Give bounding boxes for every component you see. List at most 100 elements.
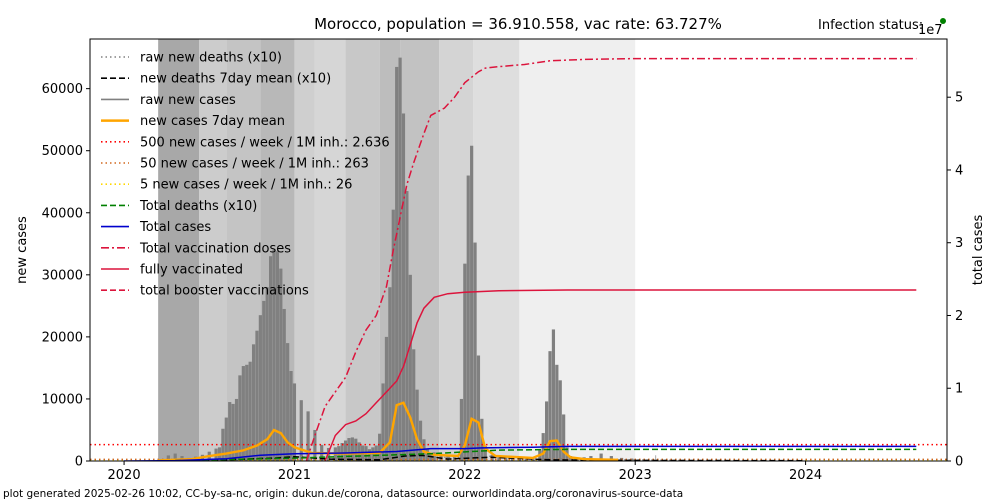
new-cases-bar-64: [425, 448, 429, 461]
x-tick-label-0: 2020: [108, 468, 141, 483]
y-left-tick-label-1: 10000: [42, 392, 83, 407]
new-cases-bar-21: [258, 315, 262, 461]
new-cases-bar-18: [248, 361, 252, 461]
new-cases-bar-58: [405, 191, 409, 461]
new-cases-bar-29: [286, 343, 290, 461]
new-cases-bar-39: [340, 443, 344, 461]
new-cases-bar-1: [166, 455, 170, 461]
legend-label-7: Total deaths (x10): [139, 199, 257, 214]
legend: raw new deaths (x10) new deaths 7day mean…: [101, 51, 390, 299]
new-cases-bar-91: [558, 380, 562, 461]
new-cases-bar-83: [524, 458, 528, 461]
y-left-tick-label-4: 40000: [42, 206, 83, 221]
axes: 2020 2021 2022 2023 2024 0 10000 20000 30000 4000…: [42, 82, 964, 483]
new-cases-bar-81: [510, 457, 515, 461]
fully-vaccinated-line: [324, 289, 917, 461]
y-left-tick-label-3: 30000: [42, 268, 83, 283]
new-cases-bar-62: [418, 420, 423, 461]
new-cases-bar-50: [378, 433, 382, 461]
total-cases-line: [124, 445, 917, 461]
legend-label-3: new cases 7day mean: [140, 114, 285, 129]
new-cases-bar-27: [279, 268, 283, 461]
new-cases-bar-23: [265, 287, 269, 461]
legend-label-6: 5 new cases / week / 1M inh.: 26: [140, 178, 352, 193]
new-cases-bar-15: [238, 375, 242, 461]
x-tick-label-1: 2021: [278, 468, 311, 483]
y-right-tick-label-2: 2: [955, 309, 963, 324]
new-cases-bar-72: [466, 175, 470, 461]
new-cases-bar-36: [326, 447, 331, 461]
new-cases-bar-13: [231, 403, 235, 461]
new-cases-bar-17: [245, 364, 249, 461]
scale-note: 1e7: [918, 23, 943, 38]
legend-label-5: 50 new cases / week / 1M inh.: 263: [140, 157, 369, 172]
new-cases-bar-73: [470, 145, 474, 461]
infection-band-7: [379, 39, 401, 461]
y-left-tick-label-0: 0: [75, 455, 83, 470]
new-cases-bar-43: [354, 438, 358, 461]
new-cases-bar-12: [228, 402, 232, 461]
new-cases-bar-2: [173, 453, 177, 461]
legend-label-4: 500 new cases / week / 1M inh.: 2.636: [140, 135, 390, 150]
new-deaths-7day-line: [158, 454, 806, 461]
infection-status-label: Infection status:: [818, 18, 923, 33]
x-tick-label-3: 2023: [619, 468, 652, 483]
legend-label-1: new deaths 7day mean (x10): [140, 72, 331, 87]
y-right-tick-label-1: 1: [955, 382, 963, 397]
new-cases-bar-11: [224, 417, 228, 461]
new-cases-bar-56: [398, 57, 402, 461]
y-left-tick-label-6: 60000: [42, 82, 83, 97]
new-cases-bar-94: [568, 456, 573, 461]
legend-label-0: raw new deaths (x10): [140, 51, 282, 66]
new-cases-bar-55: [395, 66, 399, 461]
y-axis-label-left: new cases: [15, 216, 30, 284]
new-cases-bar-26: [275, 251, 280, 461]
new-cases-bar-25: [272, 250, 276, 461]
new-cases-bar-34: [313, 429, 317, 461]
y-right-tick-label-5: 5: [955, 91, 963, 106]
y-right-tick-label-4: 4: [955, 163, 963, 178]
new-cases-bar-19: [251, 344, 256, 461]
new-cases-bar-101: [630, 458, 634, 461]
infection-status-dot: [940, 18, 946, 24]
new-cases-bar-60: [412, 349, 416, 461]
new-cases-bar-42: [350, 437, 354, 461]
new-cases-bar-24: [269, 256, 273, 461]
new-cases-bar-22: [262, 300, 266, 461]
legend-label-10: fully vaccinated: [140, 263, 243, 278]
new-cases-bar-53: [388, 287, 392, 461]
new-cases-bar-10: [221, 428, 225, 461]
new-cases-bar-54: [391, 209, 395, 461]
infection-band-5: [314, 39, 346, 461]
new-cases-bar-98: [599, 453, 603, 461]
new-cases-bar-88: [548, 351, 552, 461]
new-cases-bar-51: [381, 383, 385, 461]
new-cases-bar-59: [408, 274, 412, 461]
legend-label-8: Total cases: [139, 220, 211, 235]
new-cases-bar-74: [473, 242, 477, 461]
infection-band-11: [519, 39, 636, 461]
y-left-tick-label-5: 50000: [42, 144, 83, 159]
footer-note: plot generated 2025-02-26 10:02, CC-by-s…: [3, 488, 683, 500]
new-cases-bar-80: [504, 457, 508, 461]
x-tick-label-4: 2024: [789, 468, 822, 483]
legend-label-11: total booster vaccinations: [140, 284, 309, 299]
new-cases-bar-77: [483, 446, 487, 461]
chart-title: Morocco, population = 36.910.558, vac ra…: [314, 15, 722, 33]
new-cases-bar-70: [459, 398, 464, 461]
infection-band-10: [473, 39, 520, 461]
new-cases-bar-75: [476, 355, 481, 461]
new-cases-bar-44: [357, 442, 361, 461]
infection-band-1: [199, 39, 227, 461]
new-cases-bar-66: [432, 452, 436, 461]
new-cases-bar-84: [531, 457, 535, 461]
new-cases-bar-82: [517, 457, 521, 461]
total-vaccination-doses-line: [305, 57, 917, 461]
new-cases-bar-79: [497, 456, 501, 461]
new-cases-bar-57: [401, 113, 406, 461]
x-tick-label-2: 2022: [448, 468, 481, 483]
new-cases-bar-28: [282, 308, 286, 461]
new-cases-bar-40: [343, 440, 348, 461]
new-cases-bar-71: [463, 263, 467, 461]
